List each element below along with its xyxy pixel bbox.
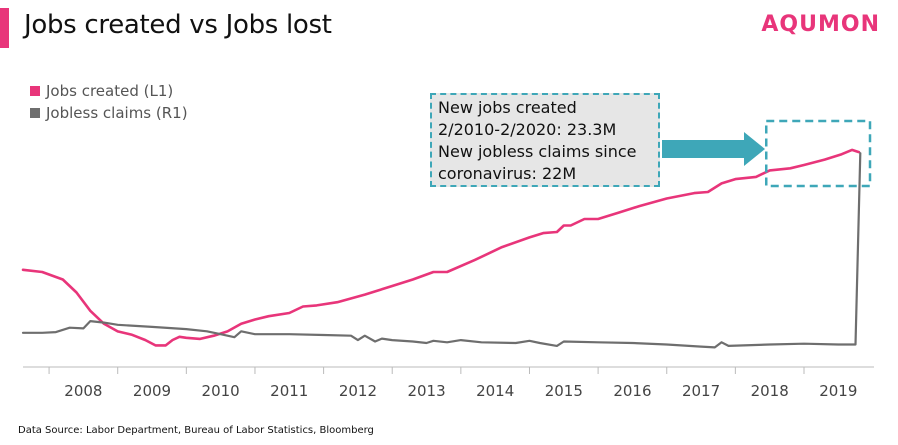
- x-tick-label: 2008: [64, 382, 102, 400]
- legend: Jobs created (L1) Jobless claims (R1): [30, 80, 188, 124]
- series-line-jobless-claims: [21, 152, 862, 349]
- x-tick-label: 2018: [751, 382, 789, 400]
- annotation-target-box: [765, 119, 872, 188]
- x-tick-label: 2017: [682, 382, 720, 400]
- x-tick-label: 2010: [202, 382, 240, 400]
- x-tick-label: 2015: [545, 382, 583, 400]
- x-axis: 2008 2009 2010 2011 2012 2013 2014 2015 2016 2017…: [23, 366, 874, 400]
- x-tick-label: 2019: [819, 382, 857, 400]
- annotation-layer: [662, 119, 872, 188]
- data-source-note: Data Source: Labor Department, Bureau of…: [18, 425, 374, 436]
- legend-label: Jobless claims (R1): [46, 104, 188, 122]
- legend-swatch-jobless-claims: [30, 108, 40, 118]
- legend-item-jobs-created: Jobs created (L1): [30, 80, 188, 102]
- page-title: Jobs created vs Jobs lost: [24, 10, 332, 40]
- x-tick-label: 2012: [339, 382, 377, 400]
- series-layer: [21, 148, 862, 349]
- annotation-line: New jobs created: [438, 98, 577, 117]
- annotation-line: New jobless claims since: [438, 142, 637, 161]
- series-line-jobs-created: [21, 148, 861, 347]
- legend-item-jobless-claims: Jobless claims (R1): [30, 102, 188, 124]
- brand-logo: AQUMON: [761, 12, 880, 37]
- legend-swatch-jobs-created: [30, 86, 40, 96]
- title-accent-bar: [0, 8, 9, 48]
- legend-label: Jobs created (L1): [46, 82, 174, 100]
- annotation-line: coronavirus: 22M: [438, 164, 577, 183]
- x-tick-label: 2011: [270, 382, 308, 400]
- annotation-line: 2/2010-2/2020: 23.3M: [438, 120, 617, 139]
- annotation-box: New jobs created 2/2010-2/2020: 23.3M Ne…: [430, 93, 660, 187]
- annotation-arrow: [662, 132, 765, 166]
- x-tick-label: 2014: [476, 382, 514, 400]
- x-tick-label: 2009: [133, 382, 171, 400]
- x-tick-label: 2016: [613, 382, 651, 400]
- x-tick-label: 2013: [407, 382, 445, 400]
